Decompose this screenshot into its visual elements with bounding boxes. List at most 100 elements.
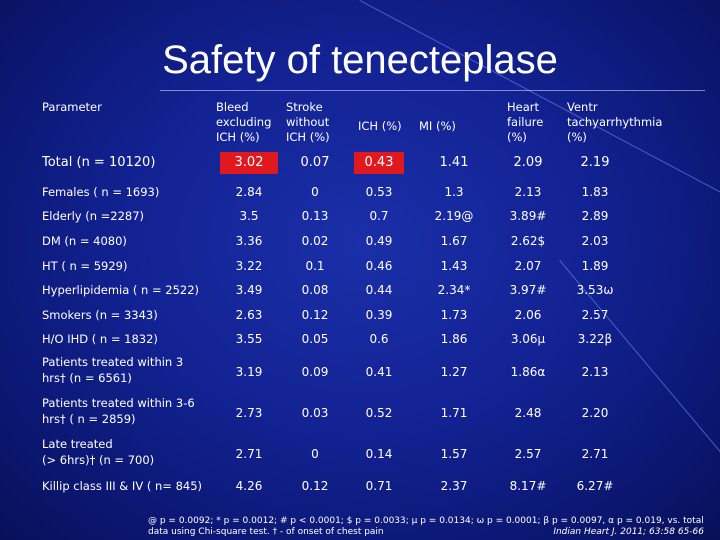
row-label: Total (n = 10120) [42,155,156,170]
table-cell: 0.09 [301,365,329,379]
table-cell: 2.57 [581,308,609,322]
table-cell: 2.19 [580,155,610,170]
table-cell: 0.12 [301,479,329,493]
table-cell: 1.3 [444,185,464,199]
table-cell: 0.39 [365,308,393,322]
table-cell: 2.13 [581,365,609,379]
row-label: Elderly (n =2287) [42,209,145,223]
table-cell: 0.1 [305,259,325,273]
table-row: H/O IHD ( n = 1832) 3.55 0.05 0.6 1.86 3.06µ 3… [0,330,720,348]
table-cell: 3.06µ [510,332,546,346]
row-label-line: hrs† ( n = 2859) [42,412,136,426]
table-cell: 0.46 [365,259,393,273]
table-cell: 0.12 [301,308,329,322]
table-cell: 1.86α [510,365,546,379]
row-label: Hyperlipidemia ( n = 2522) [42,283,200,297]
table-cell: 0.44 [365,283,393,297]
header-hf-line3: (%) [507,130,527,144]
row-label-line: hrs† (n = 6561) [42,371,132,385]
table-cell: 0.7 [369,209,389,223]
header-vt-line3: (%) [567,130,587,144]
header-hf-line1: Heart [507,100,540,114]
table-cell: 3.36 [235,234,263,248]
header-bleed: Bleed excluding ICH (%) [216,100,271,145]
header-ich: ICH (%) [358,119,402,133]
header-bleed-line3: ICH (%) [216,130,260,144]
table-cell: 0.49 [365,234,393,248]
slide-title: Safety of tenecteplase [162,38,558,82]
table-cell: 0 [311,447,319,461]
table-cell: 2.07 [514,259,542,273]
row-label: Patients treated within 3 hrs† (n = 6561) [42,354,183,386]
table-cell: 2.71 [235,447,263,461]
row-label-line: Patients treated within 3-6 [42,396,195,410]
table-cell: 2.06 [514,308,542,322]
table-cell: 0.14 [365,447,393,461]
table-row: Elderly (n =2287) 3.5 0.13 0.7 2.19@ 3.89# 2.8… [0,207,720,225]
header-mi: MI (%) [419,119,456,133]
table-cell: 1.71 [440,406,468,420]
table-cell: 1.43 [440,259,468,273]
table-cell: 0.07 [300,155,330,170]
table-cell: 0.53 [365,185,393,199]
table-cell: 2.89 [581,209,609,223]
row-label: H/O IHD ( n = 1832) [42,332,158,346]
citation: Indian Heart J. 2011; 63:58 65-66 [553,527,704,537]
table-cell: 3.97# [509,283,547,297]
table-cell: 0 [311,185,319,199]
table-cell: 1.83 [581,185,609,199]
table-cell: 2.71 [581,447,609,461]
row-label-line: Patients treated within 3 [42,355,184,369]
table-cell: 0.13 [301,209,329,223]
title-underline [160,90,705,91]
table-cell: 2.62$ [510,234,546,248]
table-cell: 2.03 [581,234,609,248]
table-cell: 3.22β [577,332,613,346]
header-bleed-line1: Bleed [216,100,249,114]
table-cell: 1.27 [440,365,468,379]
table-cell: 3.19 [235,365,263,379]
table-cell: 3.55 [235,332,263,346]
table-cell: 0.41 [365,365,393,379]
row-label: Late treated (> 6hrs)† (n = 700) [42,436,154,468]
table-cell: 3.5 [239,209,259,223]
header-ventr-tachyarrhythmia: Ventr tachyarrhythmia (%) [567,100,662,145]
header-stroke-line3: ICH (%) [286,130,330,144]
table-row: Killip class III & IV ( n= 845) 4.26 0.12 0… [0,477,720,495]
row-label: Females ( n = 1693) [42,185,160,199]
table-cell: 2.13 [514,185,542,199]
table-cell: 0.52 [365,406,393,420]
header-vt-line1: Ventr [567,100,598,114]
row-label: DM (n = 4080) [42,234,127,248]
table-cell: 3.89# [509,209,547,223]
table-row: Late treated (> 6hrs)† (n = 700) 2.71 0 0.14… [0,436,720,472]
table-cell: 1.67 [440,234,468,248]
table-row: Smokers (n = 3343) 2.63 0.12 0.39 1.73 2.06 2.… [0,306,720,324]
table-cell: 2.09 [513,155,543,170]
table-cell: 2.20 [581,406,609,420]
table-cell: 2.34* [437,283,471,297]
table-cell: 3.49 [235,283,263,297]
header-vt-line2: tachyarrhythmia [567,115,663,129]
row-label-line: (> 6hrs)† (n = 700) [42,453,155,467]
table-row: Patients treated within 3 hrs† (n = 6561)… [0,354,720,390]
table-cell: 0.05 [301,332,329,346]
header-parameter: Parameter [42,100,102,114]
table-cell: 1.86 [440,332,468,346]
table-cell: 1.41 [439,155,469,170]
table-cell: 1.89 [581,259,609,273]
table-cell: 3.53ω [576,283,614,297]
row-label: Smokers (n = 3343) [42,308,158,322]
row-label: HT ( n = 5929) [42,259,128,273]
table-cell: 0.03 [301,406,329,420]
table-cell: 2.57 [514,447,542,461]
header-stroke: Stroke without ICH (%) [286,100,330,145]
row-label-line: Late treated [42,437,113,451]
footnote: @ p = 0.0092; * p = 0.0012; # p < 0.0001… [148,516,704,537]
table-cell: 2.73 [235,406,263,420]
table-cell: 0.6 [369,332,389,346]
header-heart-failure: Heart failure (%) [507,100,543,145]
header-hf-line2: failure [507,115,544,129]
table-cell: 2.19@ [434,209,474,223]
table-row: Females ( n = 1693) 2.84 0 0.53 1.3 2.13 1.83 [0,183,720,201]
